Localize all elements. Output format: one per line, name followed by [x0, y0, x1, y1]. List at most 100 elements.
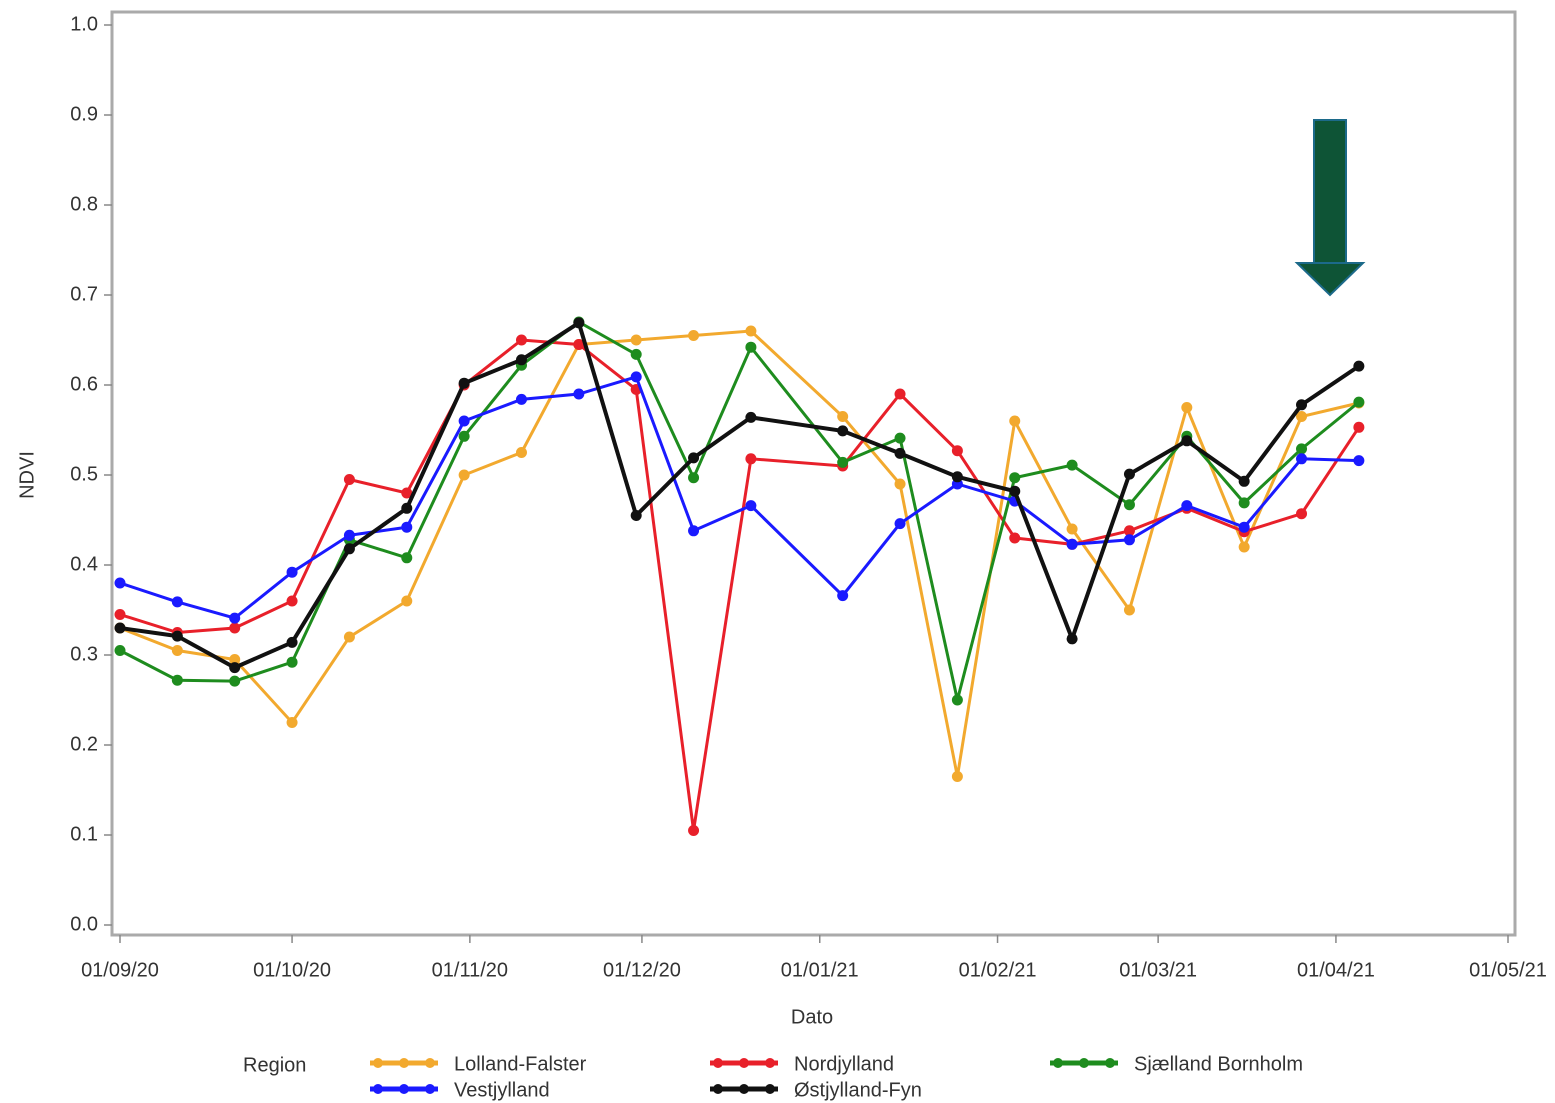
data-point [894, 388, 906, 400]
data-point [1353, 455, 1365, 467]
data-point [286, 656, 298, 668]
data-point [1123, 499, 1135, 511]
data-point [630, 334, 642, 346]
x-tick-label: 01/10/20 [253, 959, 331, 981]
data-point [837, 590, 849, 602]
legend-marker [765, 1084, 775, 1094]
data-point [401, 595, 413, 607]
series-line [119, 329, 1360, 777]
data-point [573, 339, 585, 350]
data-point [1296, 399, 1308, 411]
legend-marker [739, 1084, 749, 1094]
legend-marker [765, 1058, 775, 1068]
data-point [894, 447, 906, 459]
data-point [401, 521, 413, 533]
x-tick-label: 01/09/20 [81, 959, 159, 981]
data-point [1066, 459, 1078, 471]
data-point [1066, 523, 1078, 535]
data-point [1238, 521, 1250, 533]
data-point [458, 377, 470, 389]
data-point [286, 636, 298, 648]
data-point [343, 631, 355, 643]
data-point [573, 317, 585, 329]
data-point [114, 577, 126, 589]
x-tick-label: 01/12/20 [603, 959, 681, 981]
legend-label: Vestjylland [454, 1079, 550, 1101]
data-point [171, 596, 183, 608]
data-point [837, 411, 849, 422]
data-point [894, 518, 906, 530]
legend-label: Nordjylland [794, 1053, 894, 1075]
data-point [229, 612, 241, 624]
y-tick-label: 0.6 [70, 373, 98, 395]
plot-frame [110, 10, 1517, 937]
legend-marker [425, 1084, 435, 1094]
data-point [1009, 485, 1021, 497]
y-tick-label: 0.9 [70, 103, 98, 125]
data-point [1123, 525, 1135, 537]
y-axis-label: NDVI [16, 451, 38, 499]
legend-marker [1079, 1058, 1089, 1068]
data-point [1009, 532, 1021, 544]
data-point [951, 445, 963, 457]
arrow-annotation [1294, 119, 1366, 297]
data-point [1353, 396, 1365, 408]
data-point [1296, 453, 1308, 465]
data-point [630, 348, 642, 360]
y-tick-label: 0.3 [70, 643, 98, 665]
y-tick-label: 0.0 [70, 913, 98, 935]
x-tick-label: 01/01/21 [781, 959, 859, 981]
x-tick-label: 01/02/21 [959, 959, 1037, 981]
data-point [1296, 411, 1308, 422]
data-point [515, 334, 527, 346]
data-point [1123, 534, 1135, 546]
data-point [1238, 541, 1250, 553]
data-point [1238, 497, 1250, 509]
data-point [343, 543, 355, 555]
x-tick-label: 01/05/21 [1469, 959, 1547, 981]
data-point [171, 674, 183, 686]
data-point [229, 675, 241, 687]
data-point [515, 393, 527, 405]
data-point [837, 425, 849, 437]
data-point [951, 471, 963, 483]
legend-label: Østjylland-Fyn [794, 1079, 922, 1101]
legend-marker [399, 1084, 409, 1094]
data-point [343, 474, 355, 485]
data-point [745, 325, 757, 337]
data-point [1181, 500, 1193, 512]
data-point [515, 354, 527, 366]
data-point [229, 654, 241, 665]
data-point [1353, 360, 1365, 372]
data-point [951, 694, 963, 706]
data-point [1238, 475, 1250, 487]
data-point [1123, 468, 1135, 480]
data-point [1123, 604, 1135, 616]
legend-label: Sjælland Bornholm [1134, 1053, 1303, 1075]
y-tick-label: 0.7 [70, 283, 98, 305]
x-tick-label: 01/03/21 [1119, 959, 1197, 981]
data-point [630, 371, 642, 383]
legend-marker [739, 1058, 749, 1068]
x-axis-label: Dato [791, 1006, 833, 1028]
data-point [458, 415, 470, 427]
data-point [1181, 402, 1193, 413]
data-point [458, 469, 470, 481]
legend-marker [425, 1058, 435, 1068]
data-point [1181, 435, 1193, 447]
y-tick-label: 0.4 [70, 553, 98, 575]
data-point [688, 525, 700, 537]
data-point [343, 529, 355, 541]
series-line [119, 338, 1361, 831]
series-line [119, 375, 1359, 620]
data-point [894, 432, 906, 444]
data-point [745, 453, 757, 465]
data-point [229, 662, 241, 674]
data-point [515, 447, 527, 458]
data-point [894, 478, 906, 490]
data-point [745, 500, 757, 512]
data-point [401, 487, 413, 499]
data-point [688, 330, 700, 341]
y-tick-label: 0.1 [70, 823, 98, 845]
y-tick-label: 1.0 [70, 13, 98, 35]
